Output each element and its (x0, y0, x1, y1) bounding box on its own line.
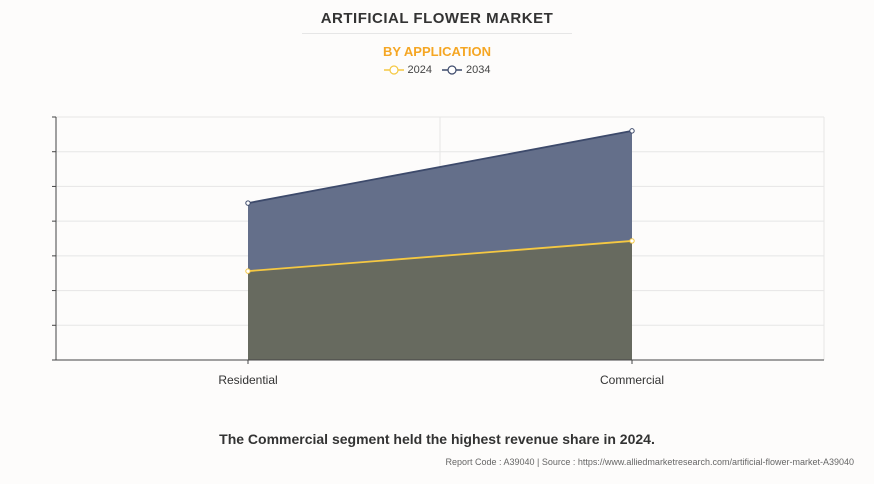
data-point-2034 (629, 128, 635, 134)
x-axis-label-residential: Residential (218, 373, 277, 387)
data-point-2034 (245, 200, 251, 206)
legend-item-2034[interactable]: 2034 (442, 64, 490, 76)
legend-label-2034: 2034 (466, 64, 491, 76)
legend-marker-2024-icon (383, 65, 404, 75)
x-axis-label-commercial: Commercial (600, 373, 664, 387)
line-2034 (247, 130, 633, 204)
data-point-2024 (245, 268, 251, 274)
area-2024 (248, 240, 632, 360)
legend-marker-2034-icon (442, 65, 462, 75)
title-divider (302, 33, 572, 34)
legend-label-2024: 2024 (407, 64, 432, 76)
legend: 2024 2034 (0, 64, 874, 76)
line-2024 (247, 240, 633, 273)
area-chart: Residential Commercial (52, 116, 825, 387)
chart-caption: The Commercial segment held the highest … (219, 431, 655, 447)
data-point-2024 (629, 238, 635, 244)
legend-item-2024[interactable]: 2024 (383, 64, 432, 76)
chart-title: ARTIFICIAL FLOWER MARKET (320, 10, 554, 27)
chart-subtitle: BY APPLICATION (382, 44, 492, 59)
source-footer: Report Code : A39040 | Source : https://… (445, 457, 854, 467)
